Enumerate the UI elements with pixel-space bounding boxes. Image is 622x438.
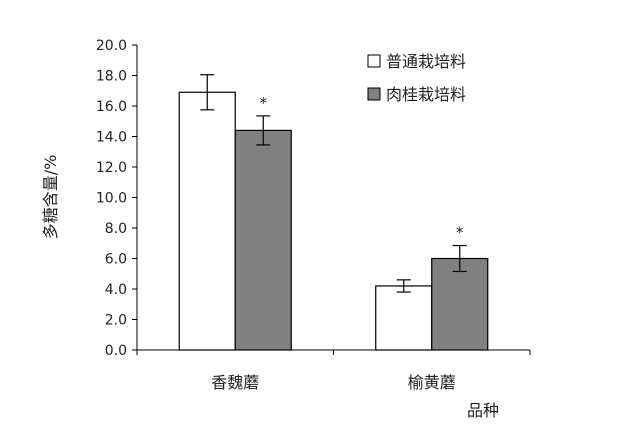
legend-swatch-series-2 [367,87,381,101]
legend-label-series-2: 肉桂栽培料 [386,85,466,104]
y-tick-label: 2.0 [105,313,127,329]
y-tick-label: 10.0 [96,191,127,207]
y-tick-label: 20.0 [96,38,127,54]
bars-layer [178,91,489,351]
category-label: 香魏蘑 [211,373,259,392]
significance-mark: * [260,94,268,112]
y-tick-labels: 0.0 2.0 4.0 6.0 8.0 10.0 12.0 14.0 16.0 18.0 20.0 [96,38,127,359]
bar-series-1 [375,285,433,351]
bar-series-1 [178,91,236,351]
y-tick-label: 4.0 [105,282,127,298]
y-tick-label: 8.0 [105,221,127,237]
y-tick-label: 0.0 [105,343,127,359]
y-tick-label: 12.0 [96,160,127,176]
x-axis-title: 品种 [467,401,499,420]
y-axis-title: 多糖含量/% [41,155,60,240]
bar-series-2 [234,129,292,351]
legend-swatch-series-1 [367,54,381,68]
y-tick-label: 6.0 [105,252,127,268]
y-tick-label: 14.0 [96,130,127,146]
category-labels: 香魏蘑 榆黄蘑 [211,373,456,392]
y-tick-label: 18.0 [96,69,127,85]
category-label: 榆黄蘑 [408,373,456,392]
y-ticks [132,44,137,351]
legend-label-series-1: 普通栽培料 [386,52,466,71]
significance-layer: ** [260,94,465,242]
legend: 普通栽培料 肉桂栽培料 [367,52,466,104]
significance-mark: * [456,224,464,242]
x-ticks [136,350,531,355]
y-tick-label: 16.0 [96,99,127,115]
bar-series-2 [431,257,489,351]
errorbars-layer [200,74,467,293]
